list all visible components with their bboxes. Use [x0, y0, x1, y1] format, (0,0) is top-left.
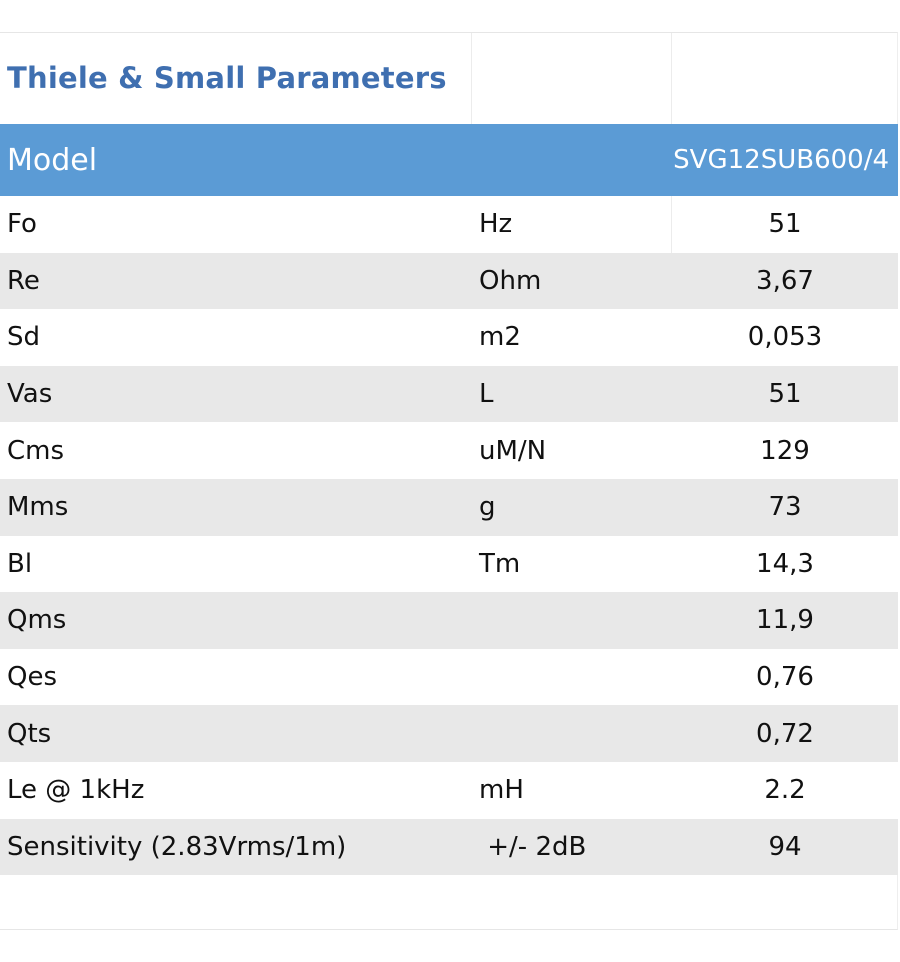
parameter-name: Sensitivity (2.83Vrms/1m) — [7, 831, 347, 862]
title-row: Thiele & Small Parameters — [0, 33, 898, 124]
table-body: Fo Hz 51 Re Ohm 3,67 Sd m2 0,053 Vas L 5… — [0, 196, 898, 876]
parameter-unit: +/- 2dB — [479, 831, 587, 862]
table-row: Vas L 51 — [0, 365, 898, 423]
header-model: SVG12SUB600/4 — [673, 145, 889, 175]
parameter-value: 11,9 — [756, 605, 814, 636]
parameter-name: Sd — [7, 322, 41, 353]
parameter-unit: Tm — [479, 548, 521, 579]
parameter-value: 51 — [768, 209, 802, 240]
empty-title-cell — [672, 33, 898, 124]
parameter-name: Qes — [7, 662, 58, 693]
parameter-value: 3,67 — [756, 265, 814, 296]
parameter-name: Qms — [7, 605, 67, 636]
parameter-name: Fo — [7, 209, 37, 240]
table-row: Qes 0,76 — [0, 648, 898, 706]
parameter-unit: Ohm — [479, 265, 542, 296]
header-label: Model — [7, 142, 98, 178]
parameter-value: 2.2 — [764, 775, 806, 806]
parameters-table: Thiele & Small Parameters Model SVG12SUB… — [0, 32, 898, 930]
parameter-value: 73 — [768, 492, 802, 523]
parameter-value: 0,76 — [756, 662, 814, 693]
table-row: Mms g 73 — [0, 478, 898, 536]
parameter-value: 51 — [768, 379, 802, 410]
parameter-unit: m2 — [479, 322, 521, 353]
parameter-value: 129 — [760, 435, 810, 466]
title-cell: Thiele & Small Parameters — [0, 33, 472, 124]
table-row: Re Ohm 3,67 — [0, 252, 898, 310]
parameter-name: Re — [7, 265, 40, 296]
table-row: Sensitivity (2.83Vrms/1m) +/- 2dB 94 — [0, 818, 898, 876]
parameter-value: 14,3 — [756, 548, 814, 579]
parameter-name: Vas — [7, 379, 53, 410]
parameter-name: Qts — [7, 718, 52, 749]
table-row: Sd m2 0,053 — [0, 309, 898, 366]
parameter-unit: mH — [479, 775, 524, 806]
header-row: Model SVG12SUB600/4 — [0, 124, 898, 196]
parameter-value: 0,72 — [756, 718, 814, 749]
empty-title-cell — [472, 33, 672, 124]
table-row: Fo Hz 51 — [0, 196, 898, 253]
parameter-unit: L — [479, 379, 494, 410]
parameter-name: Cms — [7, 435, 65, 466]
table-row: Bl Tm 14,3 — [0, 535, 898, 593]
table-row: Qms 11,9 — [0, 592, 898, 649]
parameter-name: Mms — [7, 492, 69, 523]
parameter-unit: uM/N — [479, 435, 547, 466]
parameter-unit: Hz — [472, 196, 672, 253]
parameter-unit: g — [479, 492, 496, 523]
parameter-value: 94 — [768, 831, 802, 862]
parameter-name: Le @ 1kHz — [7, 775, 145, 806]
table-row: Cms uM/N 129 — [0, 422, 898, 479]
table-title: Thiele & Small Parameters — [7, 61, 447, 95]
parameter-value: 0,053 — [747, 322, 823, 353]
table-row: Le @ 1kHz mH 2.2 — [0, 761, 898, 819]
table-row: Qts 0,72 — [0, 705, 898, 762]
parameter-name: Bl — [7, 548, 33, 579]
